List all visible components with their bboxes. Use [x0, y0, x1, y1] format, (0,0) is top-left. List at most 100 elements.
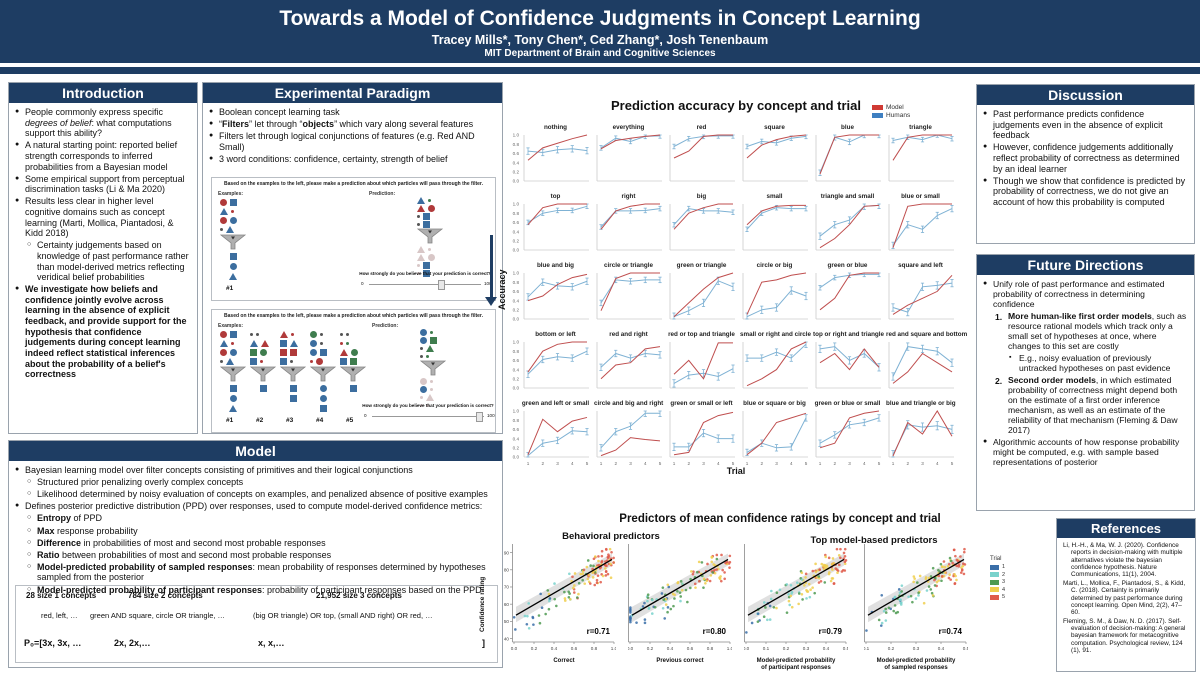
list-item-text: “Filters” let through “objects” which va…	[219, 119, 473, 130]
filter-funnel-icon	[340, 366, 366, 382]
filter-funnel-icon	[310, 366, 336, 382]
x-tick-label: 4	[863, 461, 866, 466]
scatter-point	[827, 572, 831, 576]
legend-label: Model	[886, 104, 904, 111]
trial-legend-label: 4	[1002, 586, 1006, 593]
scatter-point	[661, 606, 665, 610]
scatter-point	[604, 547, 608, 551]
scatter-point	[836, 571, 839, 575]
scatter-panel-3: 0.0 0.1 0.2 0.3 0.4 0.5 r=0.79 Model-predicted …	[743, 542, 850, 671]
particle-s	[349, 385, 357, 392]
particle-s	[250, 358, 257, 365]
accuracy-panel-plot	[815, 342, 881, 389]
x-tick-label: 2	[614, 461, 617, 466]
list-item: ● Unify role of past performance and esti…	[983, 279, 1188, 309]
scatter-point	[696, 570, 699, 574]
particle-row	[420, 385, 434, 393]
bullet-marker: ○	[27, 550, 32, 558]
scatter-point	[694, 586, 697, 589]
accuracy-panel-plot: 1.0 0.8 0.6 0.4 0.2 0.0	[513, 202, 589, 253]
accuracy-legend: Model Humans	[872, 104, 910, 120]
model-line	[527, 416, 588, 455]
particle-d	[290, 360, 293, 363]
accuracy-panel-square-and-left: square and left	[886, 262, 955, 331]
list-item-text: Results less clear in higher level cogni…	[25, 196, 191, 238]
span: Prediction accuracy by concept and trial	[611, 98, 861, 113]
filter-funnel-icon	[420, 360, 446, 376]
particle-t	[417, 253, 425, 261]
scatter-panel-1: 90 80 70 60 50 40 0.0 0.2 0.4 0.6 0.8 1.0 r=0.71 Corr…	[486, 542, 618, 664]
scatter-point	[898, 598, 902, 602]
passed-particles	[340, 385, 366, 392]
particle-row	[280, 339, 298, 348]
accuracy-panel-plot	[669, 272, 735, 320]
panel-concept-title: square and left	[898, 262, 943, 269]
particle-row	[420, 352, 437, 360]
scatter-point	[935, 580, 939, 584]
particle-d	[340, 333, 343, 336]
x-tick-label: 0.0	[744, 646, 750, 651]
scatter-point	[943, 565, 947, 569]
scatter-point	[719, 579, 723, 583]
scatter-point	[527, 626, 531, 630]
particle-d	[256, 333, 259, 336]
model-line	[600, 437, 661, 457]
scatter-point	[684, 588, 688, 592]
panel-concept-title: green or blue	[827, 262, 868, 269]
particle-row	[340, 330, 358, 339]
model-line	[892, 274, 953, 315]
scatter-point	[629, 607, 632, 611]
scatter-point	[664, 597, 668, 601]
trial-legend-entry: 3	[990, 579, 1005, 585]
accuracy-panel-blue-and-triangle-or-big: blue and triangle or big 1 2 3 4 5	[886, 400, 956, 477]
scatter-point	[917, 591, 920, 595]
scatter-point	[900, 590, 903, 593]
panel-concept-title: triangle and small	[820, 193, 875, 200]
slider-question: How strongly do you believe that your pr…	[359, 271, 491, 276]
funnel-shape	[420, 360, 446, 376]
accuracy-panel-nothing: nothing 1.0 0.8 0.6 0.4 0.2 0.0	[505, 124, 590, 193]
size3-count: 21,952 size 3 concepts	[316, 591, 402, 600]
scatter-point	[933, 578, 936, 582]
scatter-point	[591, 576, 595, 579]
task-screenshot-trial1: Based on the examples to the left, pleas…	[211, 177, 496, 301]
size1-examples: red, left, …	[41, 611, 78, 620]
span: Algorithmic accounts of how response pro…	[993, 437, 1180, 468]
x-tick-label: 5	[659, 461, 662, 466]
particle-row	[250, 330, 269, 339]
model-line	[600, 346, 661, 380]
model-line	[673, 203, 733, 230]
particle-s	[423, 269, 430, 277]
scatter-point	[573, 584, 576, 587]
accuracy-panel-circle-and-big-and-right: circle and big and right 1 2 3 4 5	[594, 400, 663, 477]
particle-row	[417, 261, 435, 269]
particle-d	[420, 403, 423, 407]
panel-concept-title: blue and big	[536, 262, 575, 269]
x-tick-label: 0.6	[571, 646, 578, 651]
scatter-point	[569, 597, 572, 601]
particle-d	[250, 333, 253, 336]
list-item: ● A natural starting point: reported beli…	[15, 140, 191, 172]
particle-t	[220, 340, 228, 347]
accuracy-panel-plot: 1.0 0.8 0.6 0.4 0.2 0.0	[513, 133, 589, 184]
list-item: ● However, confidence judgements addition…	[983, 142, 1188, 174]
trial-legend-swatch	[990, 594, 999, 600]
scatter-point	[563, 599, 567, 602]
list-item: ● Bayesian learning model over filter con…	[15, 465, 496, 476]
scatter-point	[962, 562, 965, 566]
x-tick-label: 0.5	[843, 646, 848, 651]
particle-c	[220, 199, 227, 206]
list-item-text: Certainty judgements based on knowledge …	[37, 240, 191, 282]
particle-d	[420, 354, 423, 358]
span: Behavioral predictors	[562, 531, 660, 542]
y-tick-label: 90	[504, 550, 510, 555]
particle-d	[430, 379, 433, 383]
scatter-point	[907, 595, 910, 599]
scatter-point	[844, 559, 848, 562]
span: Boolean concept learning task	[219, 107, 340, 117]
scatter-point	[955, 578, 958, 582]
span: in probabilities of most and second most…	[81, 537, 326, 548]
span: Entropy	[37, 513, 72, 524]
x-tick-label: 1	[746, 461, 749, 466]
particle-c	[420, 377, 427, 385]
